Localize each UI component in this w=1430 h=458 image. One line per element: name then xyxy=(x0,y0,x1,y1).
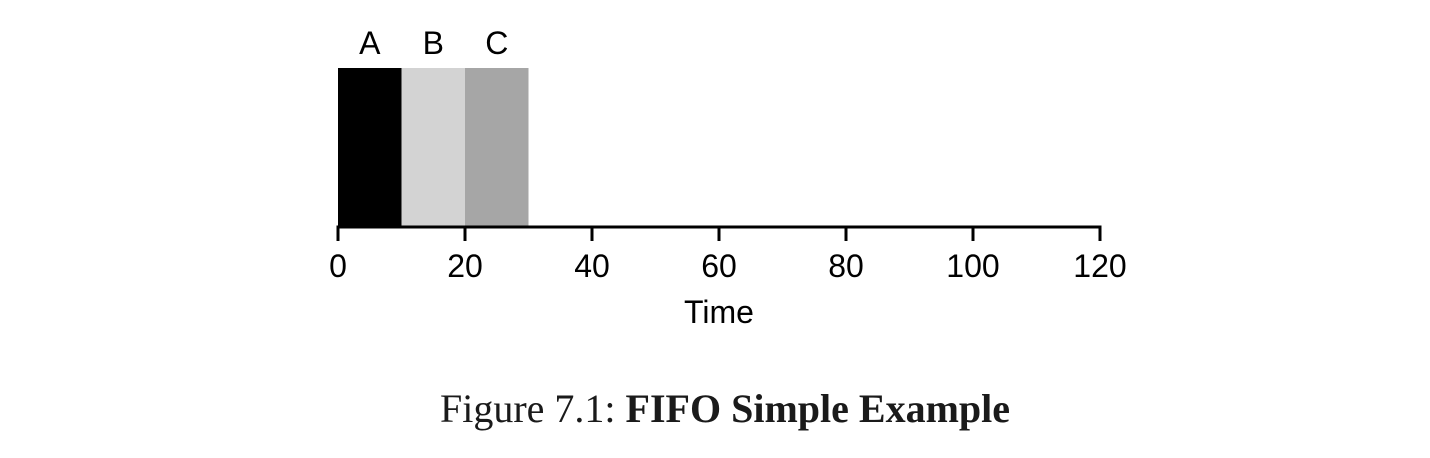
x-tick-label: 100 xyxy=(946,248,999,284)
fifo-timeline-chart: A B C 0 20 40 60 80 100 120 Time xyxy=(329,25,1127,330)
job-label-c: C xyxy=(485,25,508,61)
x-tick-label: 20 xyxy=(447,248,483,284)
x-tick-label: 0 xyxy=(329,248,347,284)
x-tick-label: 80 xyxy=(828,248,864,284)
job-label-b: B xyxy=(423,25,444,61)
figure-caption-prefix: Figure 7.1: xyxy=(440,386,626,431)
job-labels: A B C xyxy=(359,25,508,61)
x-tick-label: 40 xyxy=(574,248,610,284)
x-tick-label: 120 xyxy=(1073,248,1126,284)
x-axis-title: Time xyxy=(684,294,754,330)
figure-caption: Figure 7.1: FIFO Simple Example xyxy=(0,385,1430,432)
x-tick-label: 60 xyxy=(701,248,737,284)
job-bars xyxy=(338,68,529,227)
job-label-a: A xyxy=(359,25,381,61)
job-bar-c xyxy=(465,68,529,227)
x-axis-ticks: 0 20 40 60 80 100 120 xyxy=(329,227,1127,284)
figure-caption-title: FIFO Simple Example xyxy=(625,386,1010,431)
job-bar-b xyxy=(401,68,465,227)
job-bar-a xyxy=(338,68,402,227)
